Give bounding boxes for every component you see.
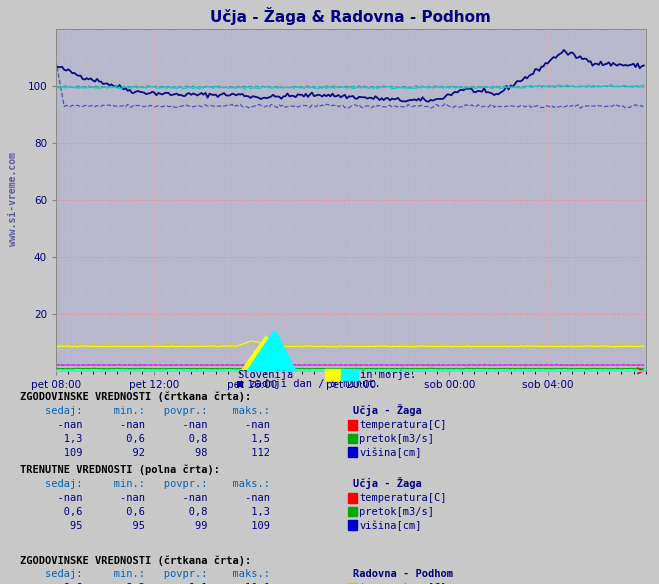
Text: temperatura[C]: temperatura[C] — [359, 493, 447, 503]
Text: -nan      -nan      -nan      -nan: -nan -nan -nan -nan — [20, 420, 270, 430]
Text: sedaj:     min.:   povpr.:    maks.:: sedaj: min.: povpr.: maks.: — [20, 569, 270, 579]
Text: pretok[m3/s]: pretok[m3/s] — [359, 434, 434, 444]
Text: 109        92        98       112: 109 92 98 112 — [20, 448, 270, 458]
Text: 95        95        99       109: 95 95 99 109 — [20, 521, 270, 531]
Text: ■ zadnji dan / 5 minut.: ■ zadnji dan / 5 minut. — [237, 379, 381, 389]
Text: ZGODOVINSKE VREDNOSTI (črtkana črta):: ZGODOVINSKE VREDNOSTI (črtkana črta): — [20, 555, 251, 565]
Text: 8,6       8,3       9,1      10,0: 8,6 8,3 9,1 10,0 — [20, 583, 270, 584]
Text: ZGODOVINSKE VREDNOSTI (črtkana črta):: ZGODOVINSKE VREDNOSTI (črtkana črta): — [20, 391, 251, 402]
Text: temperatura[C]: temperatura[C] — [359, 583, 447, 584]
Text: pretok[m3/s]: pretok[m3/s] — [359, 507, 434, 517]
Text: višina[cm]: višina[cm] — [359, 520, 422, 531]
Text: temperatura[C]: temperatura[C] — [359, 420, 447, 430]
Text: sedaj:     min.:   povpr.:    maks.:: sedaj: min.: povpr.: maks.: — [20, 406, 270, 416]
Text: višina[cm]: višina[cm] — [359, 447, 422, 458]
Text: TRENUTNE VREDNOSTI (polna črta):: TRENUTNE VREDNOSTI (polna črta): — [20, 464, 219, 475]
Text: sedaj:     min.:   povpr.:    maks.:: sedaj: min.: povpr.: maks.: — [20, 479, 270, 489]
Text: 0,6       0,6       0,8       1,3: 0,6 0,6 0,8 1,3 — [20, 507, 270, 517]
Text: www.si-vreme.com: www.si-vreme.com — [8, 152, 18, 245]
Text: Učja - Žaga: Učja - Žaga — [353, 404, 421, 416]
Text: Slovenija: Slovenija — [237, 370, 293, 380]
Text: 1,3       0,6       0,8       1,5: 1,3 0,6 0,8 1,5 — [20, 434, 270, 444]
Title: Učja - Žaga & Radovna - Podhom: Učja - Žaga & Radovna - Podhom — [210, 7, 492, 25]
Text: -nan      -nan      -nan      -nan: -nan -nan -nan -nan — [20, 493, 270, 503]
Text: in morje.: in morje. — [360, 370, 416, 380]
Text: Učja - Žaga: Učja - Žaga — [353, 477, 421, 489]
Text: Radovna - Podhom: Radovna - Podhom — [353, 569, 453, 579]
